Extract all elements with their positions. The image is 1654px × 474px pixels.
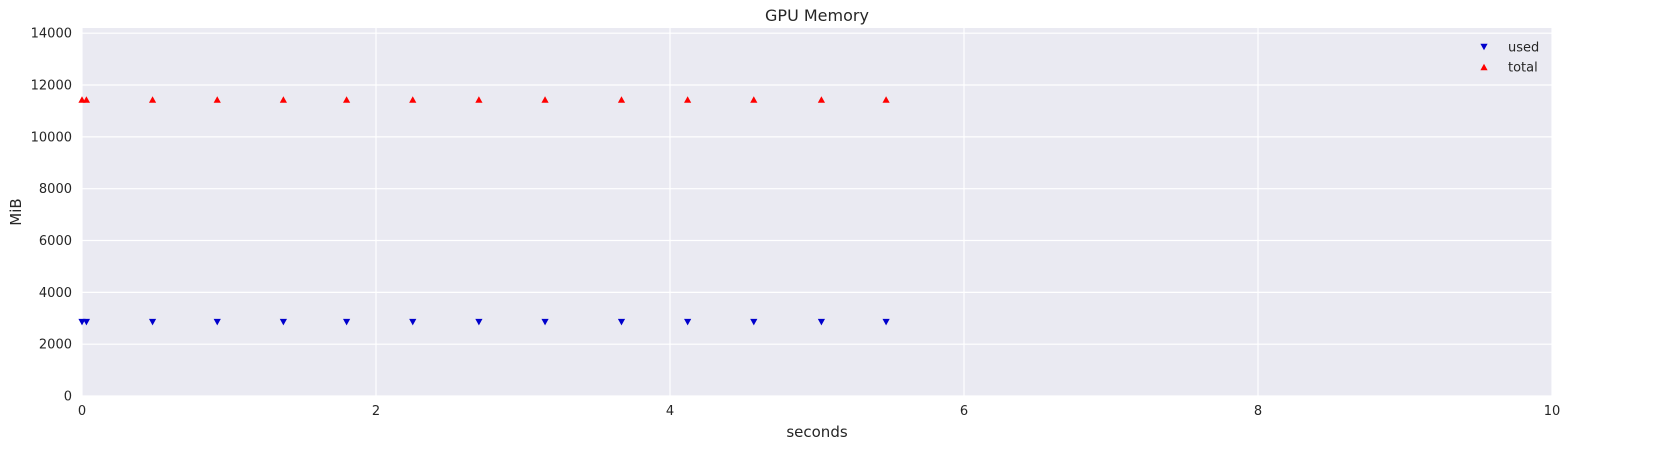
used-point xyxy=(279,318,287,326)
grid xyxy=(81,28,1553,397)
chart-title: GPU Memory xyxy=(765,6,869,25)
total-point xyxy=(817,96,826,103)
total-legend-marker xyxy=(1480,63,1488,71)
used-point xyxy=(343,318,351,326)
used-point xyxy=(817,318,826,326)
x-tick-labels: 0 2 4 6 8 10 xyxy=(78,404,1560,419)
total-point xyxy=(82,96,91,103)
x-tick-label: 4 xyxy=(666,404,674,419)
y-axis-label: MiB xyxy=(7,198,25,225)
used-point xyxy=(617,318,626,326)
y-tick-label: 8000 xyxy=(39,182,72,197)
used-point xyxy=(409,318,417,326)
y-tick-label: 6000 xyxy=(39,234,72,249)
y-tick-label: 2000 xyxy=(39,338,72,353)
x-axis-label: seconds xyxy=(786,423,847,441)
used-point xyxy=(684,318,692,326)
used-point xyxy=(213,318,221,326)
total-point xyxy=(279,96,287,103)
y-tick-label: 14000 xyxy=(31,27,72,42)
total-point xyxy=(148,96,157,103)
total-point xyxy=(684,96,692,103)
used-point xyxy=(475,318,483,326)
total-point xyxy=(541,96,549,103)
y-tick-label: 10000 xyxy=(31,130,72,145)
used-legend-marker xyxy=(1480,43,1488,51)
used-point xyxy=(750,318,758,326)
y-tick-labels: 0 2000 4000 6000 8000 10000 12000 14000 xyxy=(31,27,72,405)
total-point xyxy=(343,96,351,103)
y-tick-label: 4000 xyxy=(39,286,72,301)
total-point xyxy=(213,96,221,103)
plot-background xyxy=(82,28,1552,396)
total-point xyxy=(475,96,483,103)
used-point xyxy=(148,318,157,326)
y-tick-label: 0 xyxy=(64,390,72,405)
x-tick-label: 10 xyxy=(1544,404,1561,419)
x-tick-label: 6 xyxy=(960,404,968,419)
legend-label: used xyxy=(1508,41,1539,56)
legend-label: total xyxy=(1508,61,1538,76)
used-point xyxy=(541,318,549,326)
used-point xyxy=(82,318,91,326)
x-tick-label: 2 xyxy=(372,404,380,419)
total-point xyxy=(617,96,626,103)
used-point xyxy=(882,318,890,326)
total-point xyxy=(750,96,758,103)
data-points xyxy=(78,96,890,326)
y-tick-label: 12000 xyxy=(31,79,72,94)
legend: used total xyxy=(1480,41,1539,76)
x-tick-label: 0 xyxy=(78,404,86,419)
total-point xyxy=(409,96,417,103)
x-tick-label: 8 xyxy=(1254,404,1262,419)
total-point xyxy=(882,96,890,103)
